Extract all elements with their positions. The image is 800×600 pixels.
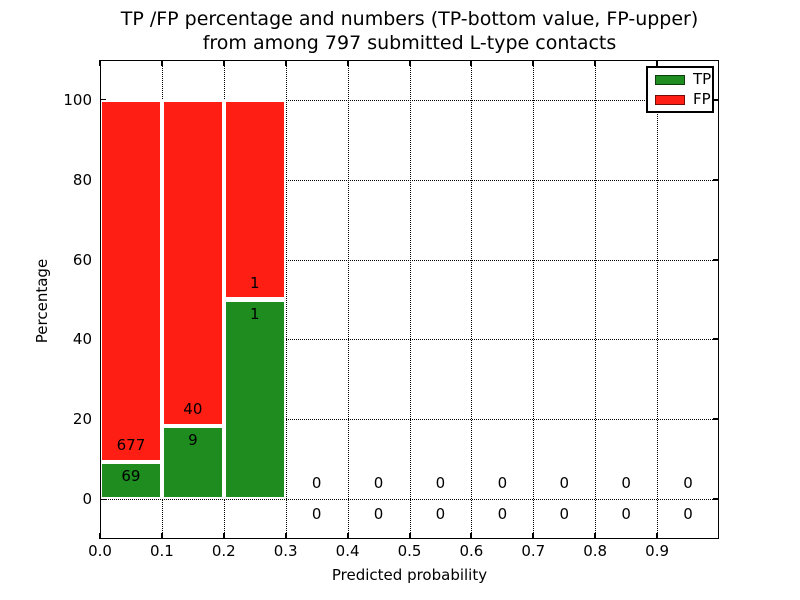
fp-count-label: 1 xyxy=(249,273,260,292)
y-tick-label: 80 xyxy=(72,170,92,189)
x-tick-mark xyxy=(222,533,225,539)
bar-fp-segment xyxy=(161,99,224,426)
grid-line-vertical xyxy=(657,60,659,539)
x-tick-label: 0.3 xyxy=(273,542,298,560)
grid-line-vertical xyxy=(285,60,287,539)
x-tick-mark xyxy=(594,533,597,539)
x-tick-mark-top xyxy=(470,60,473,66)
fp-count-label: 677 xyxy=(116,436,146,455)
bar-tp-segment xyxy=(223,299,286,500)
grid-line-horizontal xyxy=(100,99,719,101)
x-tick-mark-top xyxy=(656,60,659,66)
y-tick-mark xyxy=(100,498,106,501)
tp-count-label: 0 xyxy=(559,505,570,524)
x-tick-mark xyxy=(532,533,535,539)
y-tick-mark-right xyxy=(713,178,719,181)
bar-tp-segment xyxy=(100,462,162,500)
x-tick-label: 0.2 xyxy=(211,542,236,560)
x-tick-mark-top xyxy=(408,60,411,66)
y-tick-label: 0 xyxy=(82,490,92,509)
y-tick-label: 40 xyxy=(72,330,92,349)
x-tick-mark xyxy=(160,533,163,539)
tp-count-label: 0 xyxy=(497,505,508,524)
tp-count-label: 69 xyxy=(121,467,141,486)
x-tick-label: 0.9 xyxy=(645,542,670,560)
x-tick-mark xyxy=(470,533,473,539)
y-tick-mark-right xyxy=(713,418,719,421)
y-tick-mark-right xyxy=(713,498,719,501)
x-tick-label: 0.1 xyxy=(149,542,174,560)
x-tick-mark xyxy=(346,533,349,539)
tp-count-label: 0 xyxy=(683,505,693,524)
x-tick-label: 0.8 xyxy=(583,542,608,560)
fp-count-label: 0 xyxy=(621,474,631,493)
grid-line-horizontal xyxy=(100,339,719,341)
tp-count-label: 1 xyxy=(249,304,260,323)
x-tick-mark xyxy=(408,533,411,539)
fp-count-label: 0 xyxy=(683,474,693,493)
x-tick-mark-top xyxy=(160,60,163,66)
tp-count-label: 0 xyxy=(311,505,322,524)
legend-entry-fp: FP xyxy=(648,91,712,108)
fp-count-label: 40 xyxy=(183,399,203,418)
grid-line-vertical xyxy=(471,60,473,539)
chart-title-line1: TP /FP percentage and numbers (TP-bottom… xyxy=(120,8,699,30)
fp-count-label: 0 xyxy=(435,474,446,493)
x-tick-label: 0.7 xyxy=(521,542,546,560)
fp-count-label: 0 xyxy=(559,474,570,493)
fp-swatch-icon xyxy=(655,94,685,105)
legend-box: TP FP xyxy=(646,66,714,113)
bar-fp-segment xyxy=(223,99,286,300)
legend-label: FP xyxy=(693,90,711,108)
x-tick-mark xyxy=(284,533,287,539)
grid-line-horizontal xyxy=(100,419,719,421)
grid-line-horizontal xyxy=(100,179,719,181)
x-tick-mark-top xyxy=(222,60,225,66)
x-axis-label: Predicted probability xyxy=(331,566,488,584)
chart-title-line2: from among 797 submitted L-type contacts xyxy=(202,32,617,54)
x-tick-label: 0.0 xyxy=(88,542,112,560)
x-tick-mark-top xyxy=(594,60,597,66)
x-tick-mark xyxy=(656,533,659,539)
grid-line-vertical xyxy=(533,60,535,539)
x-tick-mark xyxy=(99,533,101,539)
legend-label: TP xyxy=(693,70,712,88)
bar-fp-segment xyxy=(100,99,162,463)
x-tick-label: 0.6 xyxy=(459,542,484,560)
tp-count-label: 0 xyxy=(621,505,631,524)
y-tick-label: 100 xyxy=(63,90,92,109)
y-tick-mark-right xyxy=(713,338,719,341)
legend-entry-tp: TP xyxy=(648,71,712,88)
tp-swatch-icon xyxy=(655,74,685,85)
x-tick-label: 0.5 xyxy=(397,542,422,560)
grid-line-horizontal xyxy=(100,259,719,261)
tp-count-label: 0 xyxy=(435,505,446,524)
y-tick-mark-right xyxy=(713,98,719,101)
grid-line-vertical xyxy=(347,60,349,539)
y-tick-mark-right xyxy=(713,258,719,261)
x-tick-label: 0.4 xyxy=(335,542,360,560)
x-tick-mark-top xyxy=(99,60,101,66)
fp-count-label: 0 xyxy=(373,474,384,493)
grid-line-vertical xyxy=(595,60,597,539)
x-tick-mark-top xyxy=(346,60,349,66)
grid-line-vertical xyxy=(409,60,411,539)
fp-count-label: 0 xyxy=(497,474,508,493)
plot-area: TP FP 677 69 40 9 1 1 0 0 0 0 0 0 0 0 0 0 0 0 0 0 xyxy=(99,60,719,539)
tp-count-label: 9 xyxy=(188,430,198,449)
y-tick-label: 20 xyxy=(72,410,92,429)
y-tick-label: 60 xyxy=(72,250,92,269)
chart-title: TP /FP percentage and numbers (TP-bottom… xyxy=(100,7,719,55)
grid-line-horizontal xyxy=(100,499,719,501)
tp-count-label: 0 xyxy=(373,505,384,524)
bar-tp-segment xyxy=(161,425,224,500)
x-tick-mark-top xyxy=(284,60,287,66)
y-axis-label: Percentage xyxy=(33,258,51,344)
fp-count-label: 0 xyxy=(311,474,322,493)
x-tick-mark-top xyxy=(532,60,535,66)
